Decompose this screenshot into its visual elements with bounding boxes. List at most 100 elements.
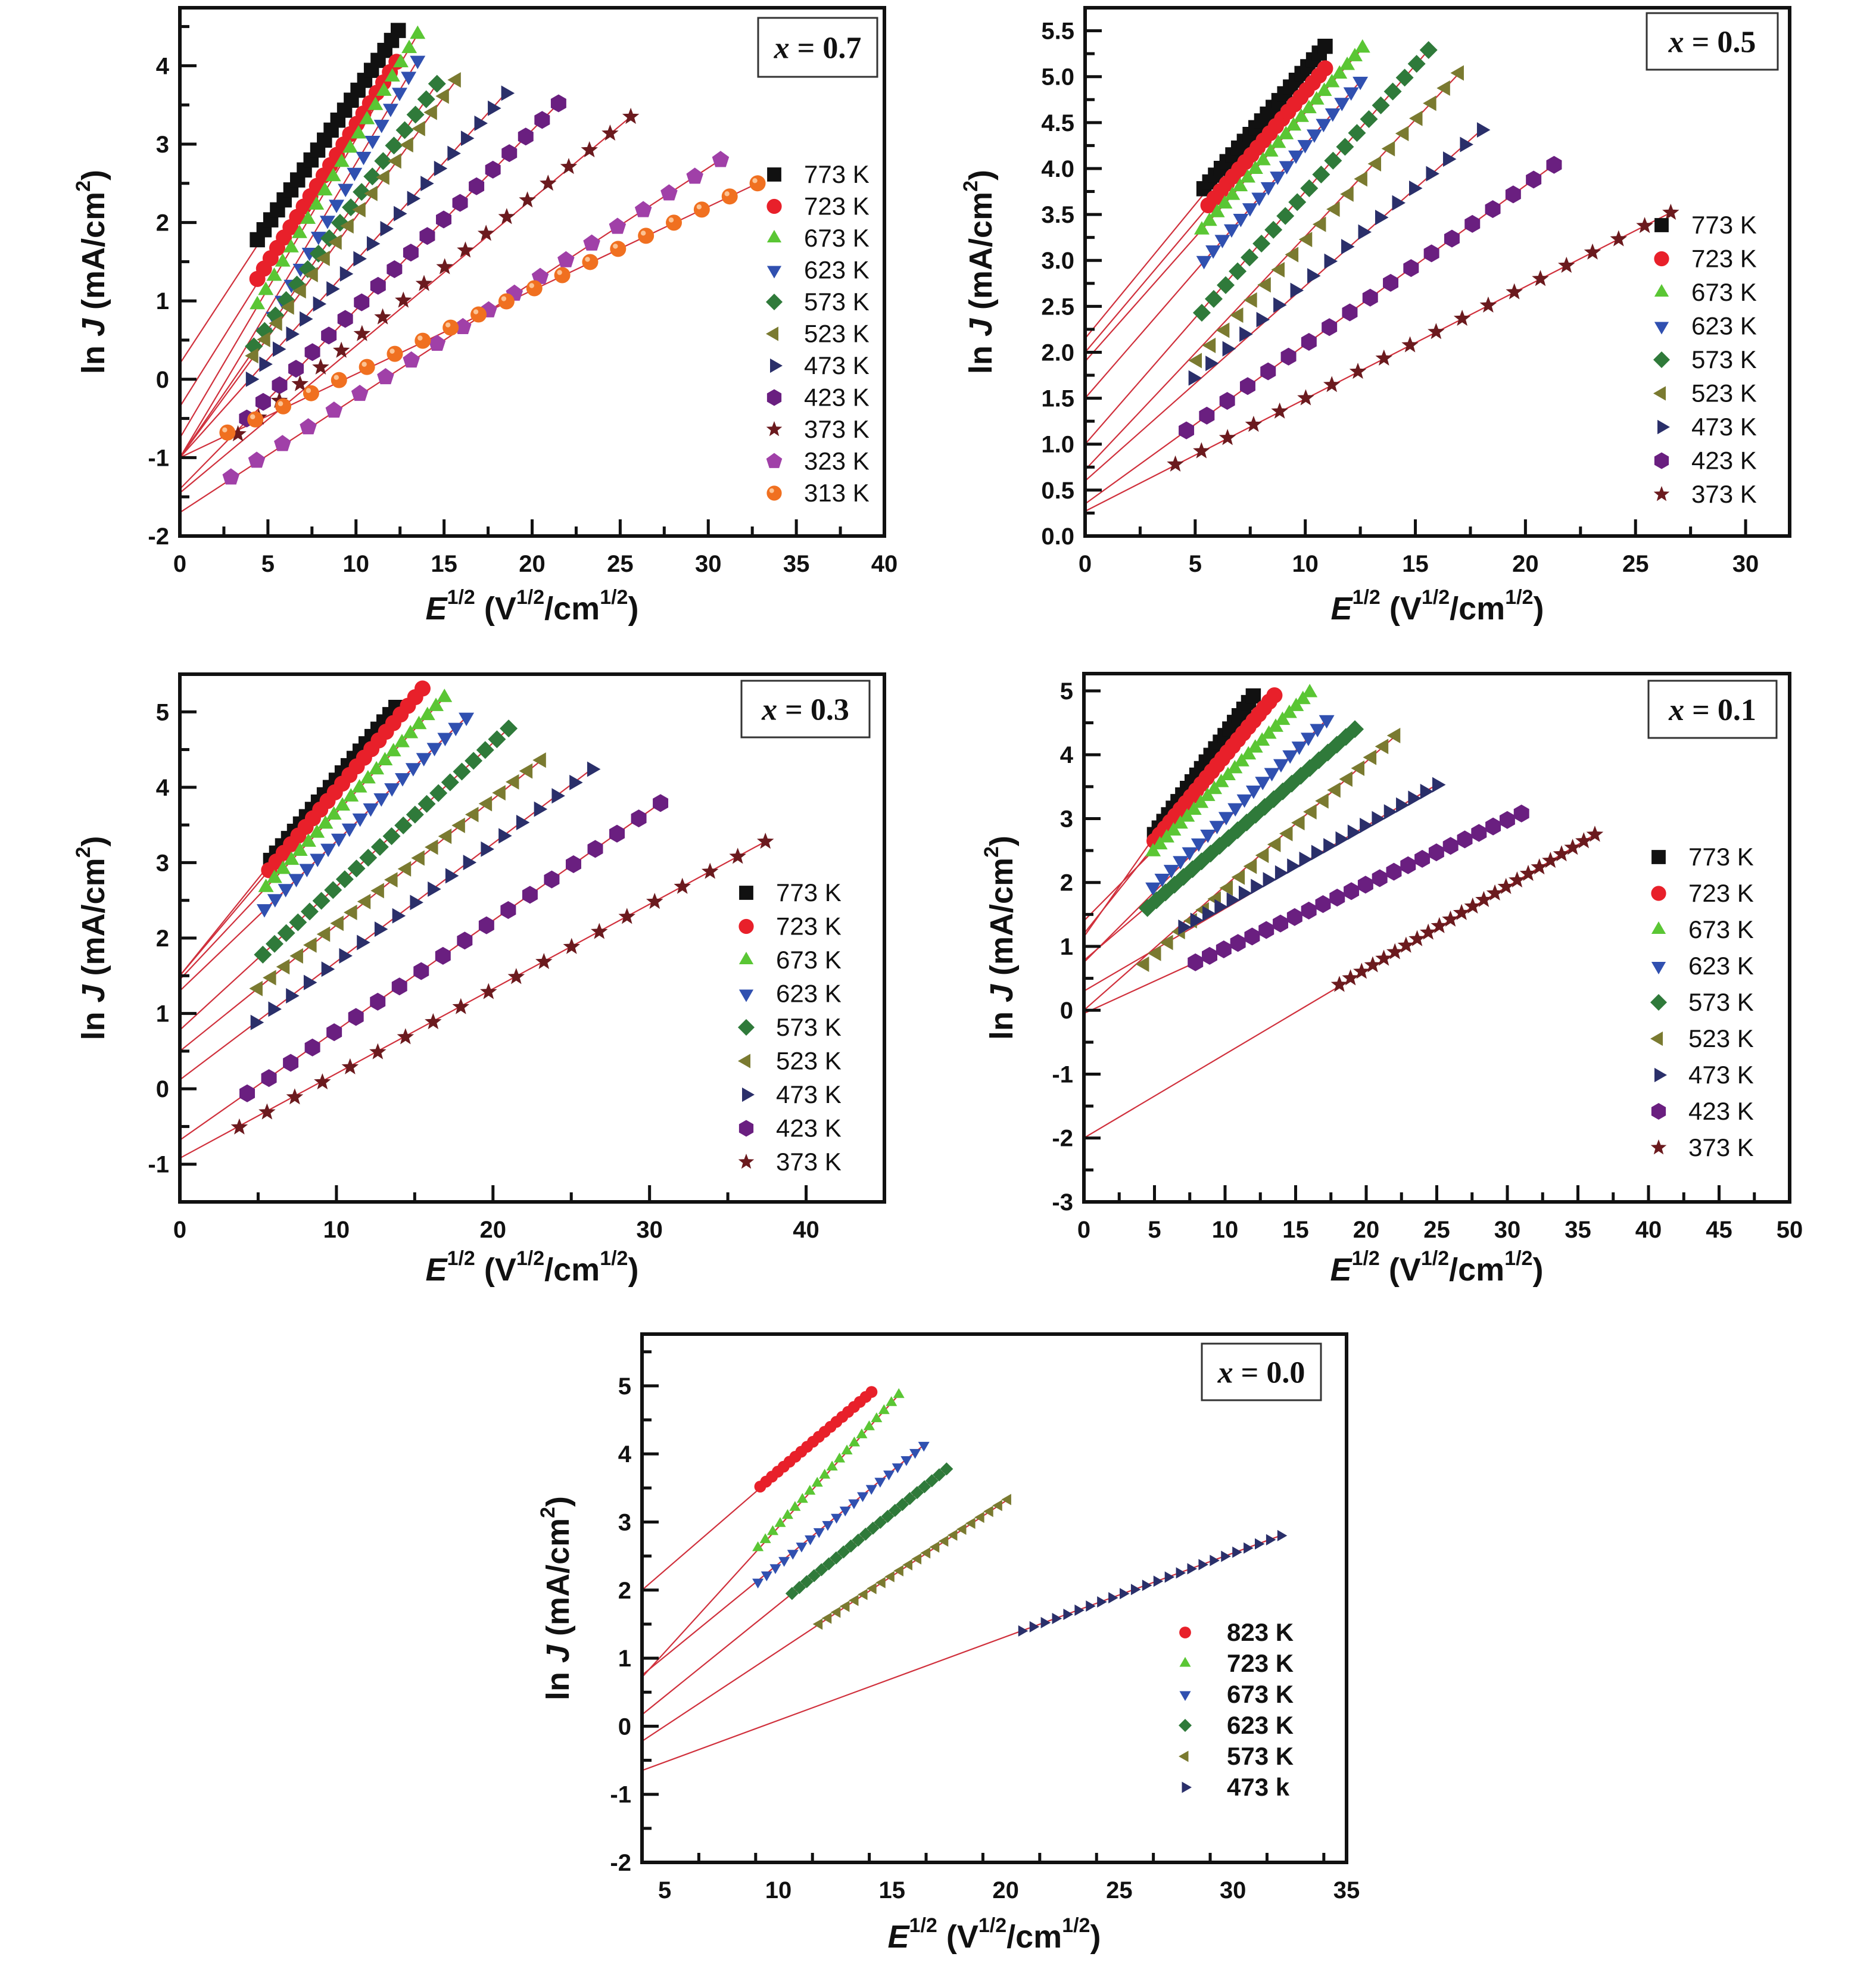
data-point	[844, 1539, 858, 1553]
data-point	[1301, 901, 1317, 920]
data-point	[477, 225, 495, 241]
series-673-k	[258, 688, 453, 892]
data-point	[911, 1553, 922, 1565]
legend-label: 723 K	[1691, 245, 1757, 273]
data-point	[752, 1578, 764, 1589]
data-point	[1299, 851, 1313, 867]
data-point	[1163, 865, 1179, 878]
data-point	[1135, 957, 1149, 973]
legend-marker	[1654, 218, 1669, 232]
data-point	[1442, 151, 1457, 167]
data-point	[1260, 182, 1276, 196]
data-point	[569, 774, 583, 790]
data-point	[1431, 917, 1448, 933]
data-point	[359, 359, 375, 375]
marker-highlight	[696, 204, 702, 210]
data-point	[1233, 753, 1249, 767]
legend-item: 573 K	[1650, 988, 1754, 1016]
data-point	[1403, 259, 1419, 278]
data-point	[532, 752, 546, 768]
data-point	[893, 1388, 905, 1398]
series-523-k	[249, 752, 546, 996]
data-point	[1086, 1600, 1096, 1612]
legend-marker	[1651, 962, 1666, 974]
data-point	[452, 998, 470, 1014]
data-point	[453, 762, 471, 781]
series-623-k	[785, 1462, 953, 1600]
data-point	[1423, 95, 1436, 111]
x-tick-label: 15	[879, 1877, 906, 1903]
data-point	[397, 1028, 415, 1045]
data-point	[1266, 1534, 1276, 1546]
marker-highlight	[585, 257, 590, 262]
data-point	[1396, 797, 1410, 813]
data-point	[1255, 777, 1271, 790]
data-point	[1324, 253, 1338, 269]
series-373-k	[1167, 204, 1679, 472]
data-point	[369, 1043, 387, 1060]
data-point	[1243, 858, 1257, 874]
data-point	[1179, 421, 1195, 440]
legend-item: 473 K	[742, 1080, 842, 1108]
legend-item: 623 K	[766, 256, 870, 284]
series-323-k	[222, 151, 730, 485]
marker-highlight	[769, 488, 774, 493]
data-point	[1247, 160, 1263, 174]
data-point	[250, 295, 266, 310]
data-point	[1210, 1554, 1220, 1566]
data-point	[369, 761, 385, 775]
data-point	[1486, 884, 1504, 901]
series-673-k	[250, 25, 426, 310]
data-point	[602, 124, 619, 141]
data-point	[1662, 204, 1679, 220]
x-tick-label: 45	[1706, 1217, 1732, 1243]
legend-label: 573 K	[1227, 1742, 1294, 1770]
data-point	[278, 884, 294, 898]
data-point	[353, 251, 367, 267]
data-point	[326, 1023, 342, 1042]
data-point	[377, 752, 393, 766]
data-point	[1553, 845, 1570, 862]
legend-marker	[742, 1087, 755, 1102]
legend: 773 K 723 K 673 K 623 K 573 K 523 K 473 K 423 K…	[1653, 211, 1757, 508]
x-tick-label: 0	[173, 1217, 186, 1243]
y-tick-label: 3.0	[1041, 248, 1074, 274]
data-point	[219, 424, 236, 441]
data-point	[300, 311, 313, 327]
series-373-k	[1330, 825, 1604, 992]
y-tick-label: 2	[156, 926, 169, 952]
data-point	[531, 267, 549, 284]
legend-label: 523 K	[776, 1047, 842, 1075]
y-tick-label: 0.5	[1041, 478, 1074, 504]
data-point	[385, 743, 401, 756]
data-point	[1277, 1529, 1288, 1541]
legend-marker	[738, 1019, 755, 1036]
data-point	[400, 137, 413, 153]
data-point	[406, 105, 425, 124]
data-point	[304, 343, 320, 362]
x-tick-label: 5	[1189, 551, 1202, 577]
legend-label: 623 K	[804, 256, 870, 284]
data-point	[761, 1571, 772, 1581]
legend-label: 673 K	[1688, 915, 1754, 943]
data-point	[1242, 203, 1258, 217]
x-tick-label: 15	[1402, 551, 1429, 577]
data-point	[1610, 230, 1628, 247]
data-point	[459, 712, 475, 727]
data-point	[1401, 336, 1419, 353]
legend-item: 623 K	[1179, 1711, 1294, 1739]
data-point	[428, 74, 446, 93]
data-point	[363, 803, 379, 817]
data-point	[387, 345, 403, 362]
data-point	[367, 96, 384, 110]
data-point	[1397, 936, 1415, 953]
data-point	[268, 1001, 282, 1017]
data-point	[1307, 268, 1321, 284]
marker-highlight	[445, 322, 451, 328]
legend-marker	[1653, 351, 1670, 368]
data-point	[1531, 858, 1548, 875]
data-point	[1199, 787, 1216, 801]
data-point	[819, 1469, 831, 1479]
data-point	[1586, 825, 1604, 842]
